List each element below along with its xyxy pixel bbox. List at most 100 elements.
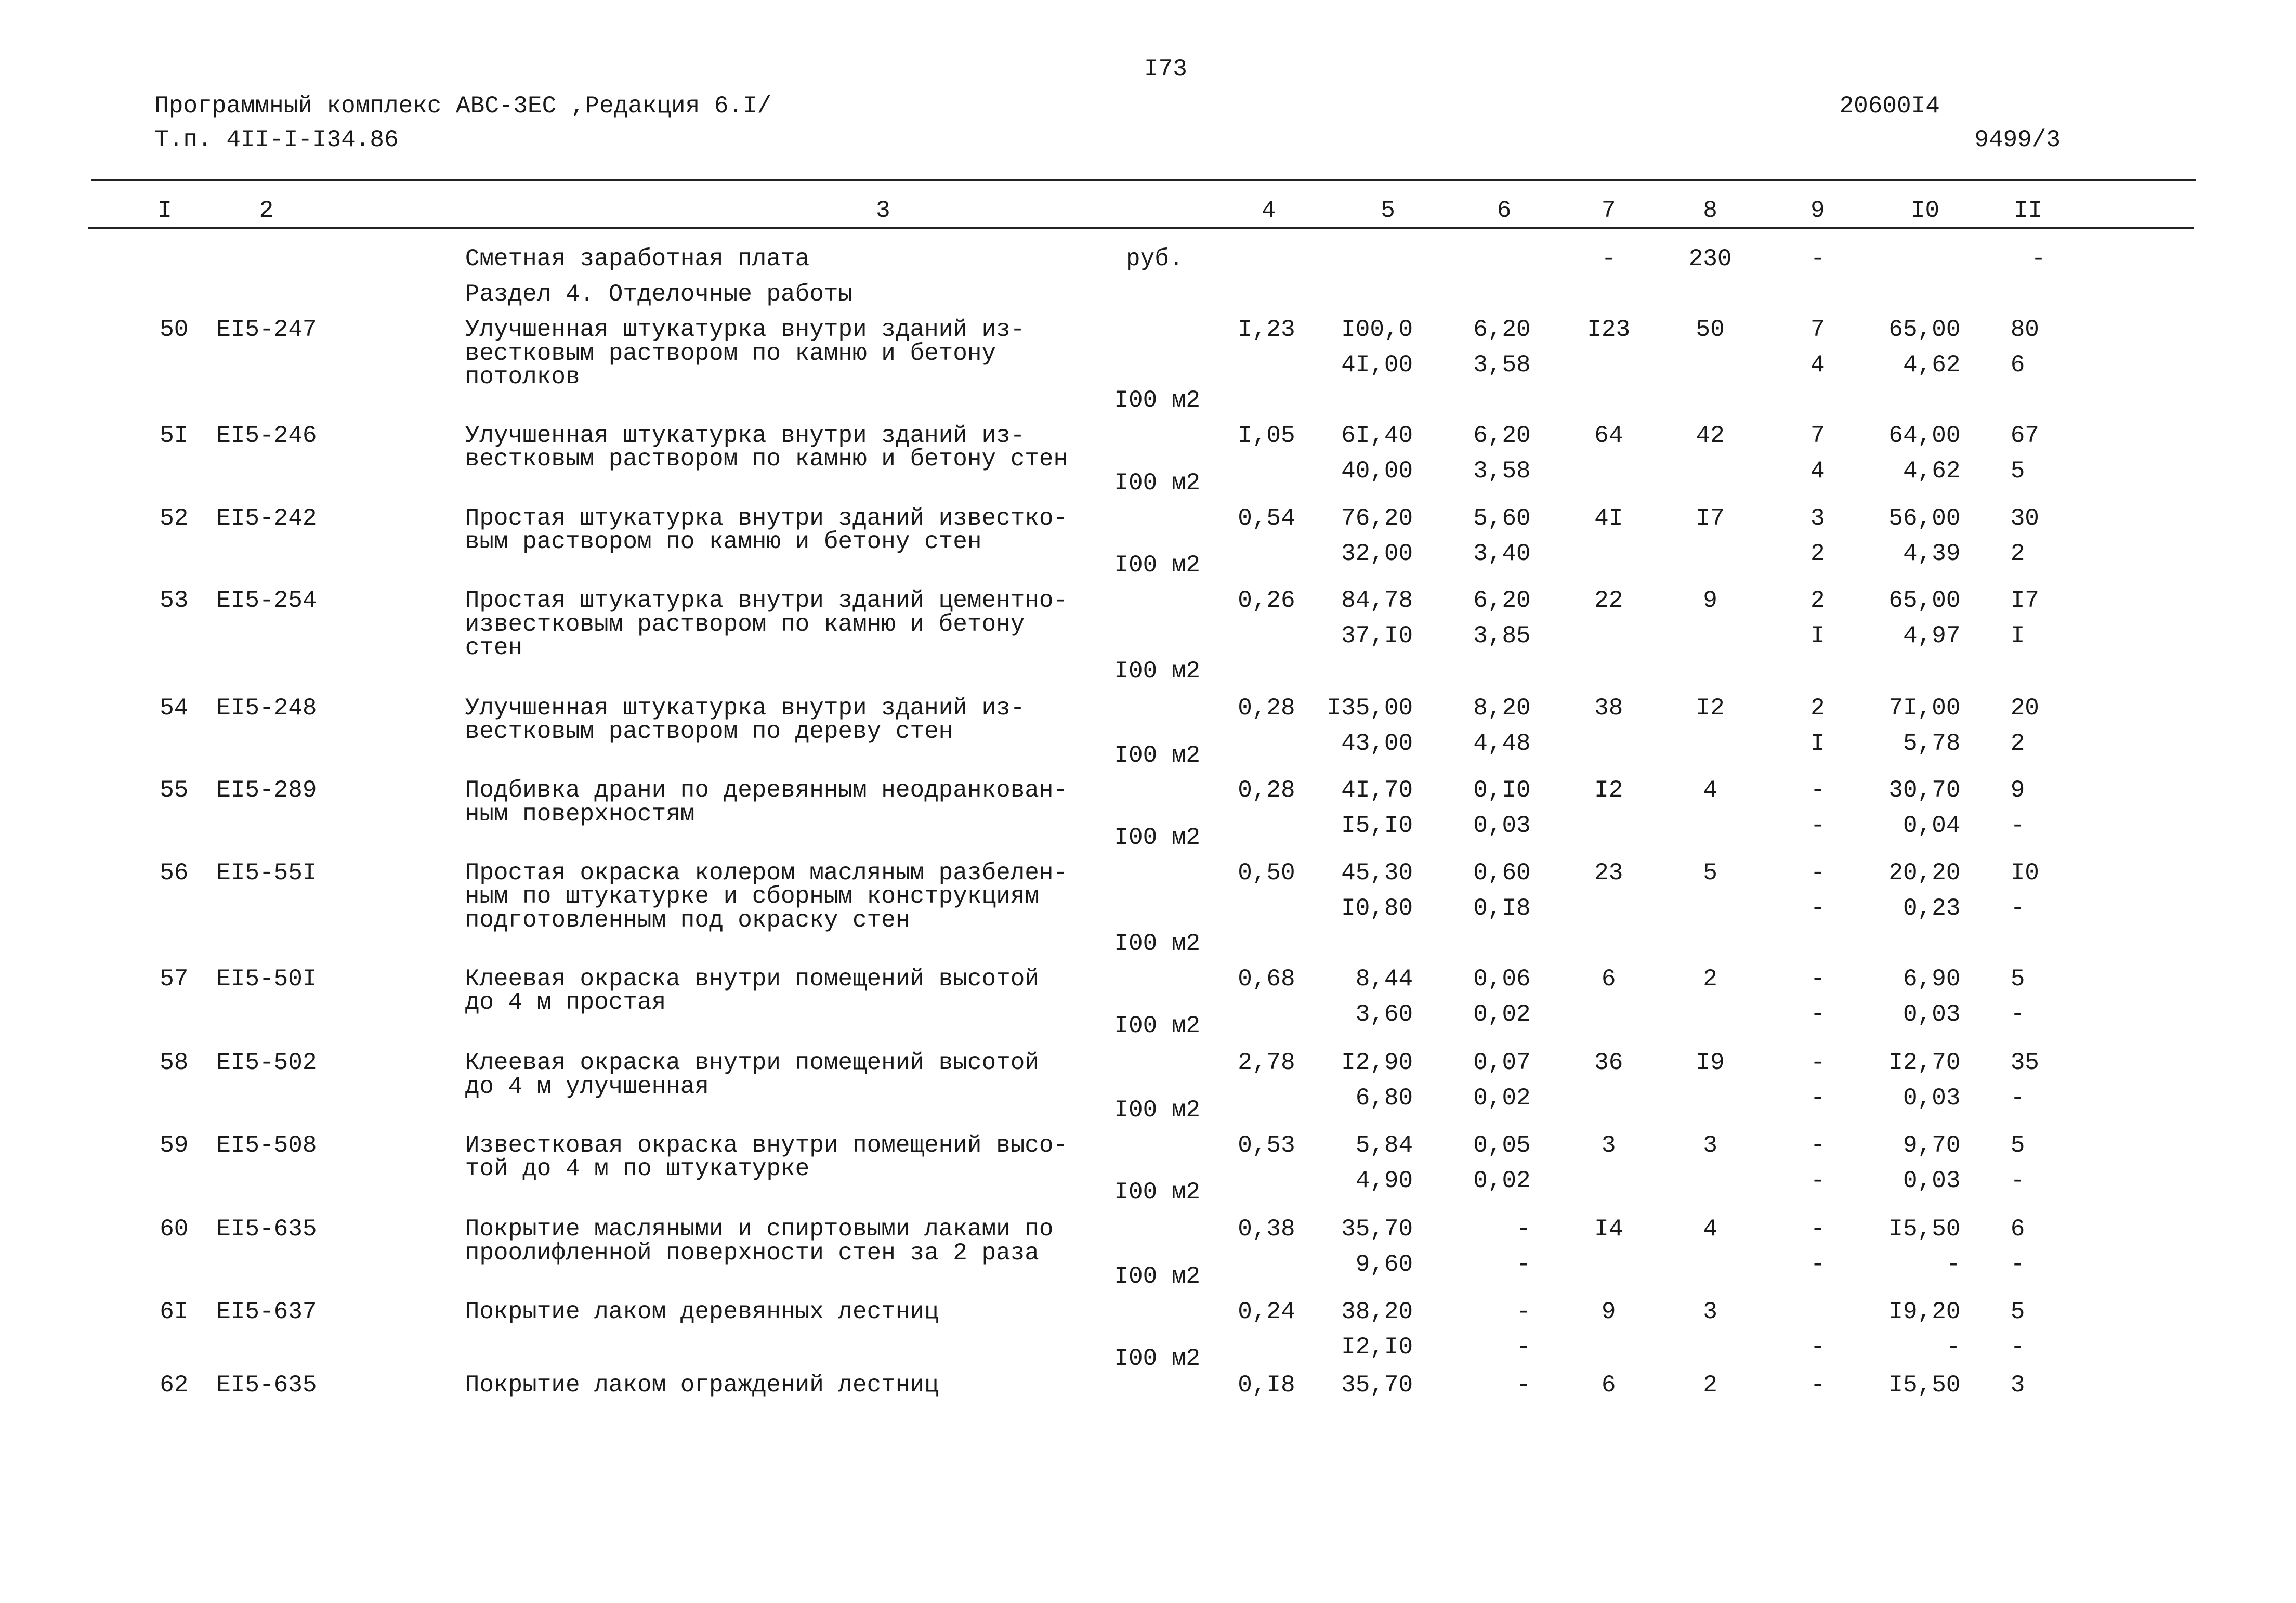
cell: 42 — [1696, 422, 1725, 450]
cell: 50 — [1696, 316, 1725, 344]
column-header: 6 — [1497, 197, 1512, 224]
description: Покрытие масляными и спиртовыми лаками п… — [465, 1216, 1054, 1243]
cell: - — [1516, 1216, 1531, 1243]
cell: 32,00 — [1341, 540, 1413, 567]
cell: 6,90 — [1903, 965, 1961, 993]
column-header: II — [2014, 197, 2043, 224]
row-number: 5I — [160, 422, 189, 450]
cell: 5,84 — [1355, 1131, 1413, 1159]
cell: I35,00 — [1327, 694, 1413, 722]
cell: I5,50 — [1888, 1372, 1961, 1399]
unit: I00 м2 — [1114, 824, 1201, 852]
cell: I2,70 — [1888, 1049, 1961, 1077]
row-code: EI5-50I — [216, 965, 317, 993]
cell: 0,03 — [1473, 812, 1531, 840]
row-number: 60 — [160, 1216, 189, 1243]
description: Простая окраска колером масляным разбеле… — [465, 859, 1068, 887]
cell: - — [2010, 1000, 2025, 1028]
description: вестковым раствором по камню и бетону ст… — [465, 446, 1068, 473]
cell: I9 — [1696, 1049, 1725, 1077]
description: до 4 м простая — [465, 989, 666, 1016]
cell: - — [1516, 1372, 1531, 1399]
cell: I5,I0 — [1341, 812, 1413, 840]
cell: I — [1810, 622, 1825, 650]
cell: 9 — [1601, 1298, 1616, 1325]
cell: 4 — [1703, 1216, 1717, 1243]
cell: 64 — [1594, 422, 1623, 450]
column-header: I — [158, 197, 172, 224]
cell: 4,39 — [1903, 540, 1961, 567]
cell: 84,78 — [1341, 587, 1413, 615]
cell: 0,03 — [1903, 1167, 1961, 1194]
cell: 36 — [1594, 1049, 1623, 1077]
row-code: EI5-248 — [216, 694, 317, 722]
description: подготовленным под окраску стен — [465, 906, 910, 934]
cell: 0,03 — [1903, 1000, 1961, 1028]
cell: 35 — [2010, 1049, 2039, 1077]
column-header: I0 — [1910, 197, 1940, 224]
unit: I00 м2 — [1114, 1096, 1201, 1124]
cell: 45,30 — [1341, 859, 1413, 887]
cell: - — [1810, 859, 1825, 887]
cell: - — [2010, 1333, 2025, 1361]
wage-label: Сметная заработная плата — [465, 245, 810, 273]
cell: 2 — [2010, 540, 2025, 567]
cell: 43,00 — [1341, 729, 1413, 757]
cell: 30,70 — [1888, 777, 1961, 804]
cell: 0,53 — [1238, 1131, 1295, 1159]
cell: 22 — [1594, 587, 1623, 615]
cell: 6,20 — [1473, 422, 1531, 450]
cell: - — [1810, 1167, 1825, 1194]
description: той до 4 м по штукатурке — [465, 1155, 810, 1183]
document-code: 20600I4 — [1839, 92, 1940, 120]
description: Покрытие лаком деревянных лестниц — [465, 1298, 939, 1325]
cell: 0,04 — [1903, 812, 1961, 840]
cell: I0 — [2010, 859, 2039, 887]
cell: 65,00 — [1888, 316, 1961, 344]
cell: I9,20 — [1888, 1298, 1961, 1325]
cell: 3,40 — [1473, 540, 1531, 567]
cell: 0,28 — [1238, 694, 1295, 722]
cell: - — [2010, 1085, 2025, 1112]
cell: 4,97 — [1903, 622, 1961, 650]
cell: 0,06 — [1473, 965, 1531, 993]
cell: - — [1810, 1000, 1825, 1028]
description: Улучшенная штукатурка внутри зданий из- — [465, 694, 1025, 722]
cell: 38 — [1594, 694, 1623, 722]
description: Улучшенная штукатурка внутри зданий из- — [465, 422, 1025, 450]
column-header: 4 — [1261, 197, 1276, 224]
project-name: Т.п. 4II-I-I34.86 — [154, 126, 399, 153]
description: потолков — [465, 363, 580, 390]
row-code: EI5-242 — [216, 504, 317, 532]
unit: I00 м2 — [1114, 1012, 1201, 1040]
description: вестковым раствором по камню и бетону — [465, 340, 996, 367]
cell: 3,58 — [1473, 458, 1531, 485]
cell: I — [2010, 622, 2025, 650]
cell: 6I,40 — [1341, 422, 1413, 450]
cell: 5 — [2010, 1298, 2025, 1325]
cell: 0,28 — [1238, 777, 1295, 804]
cell: 5,78 — [1903, 729, 1961, 757]
cell: 9 — [2010, 777, 2025, 804]
description: вым раствором по камню и бетону стен — [465, 528, 982, 555]
description: Покрытие лаком ограждений лестниц — [465, 1372, 939, 1399]
row-code: EI5-55I — [216, 859, 317, 887]
cell: - — [1810, 245, 1825, 273]
cell: I0,80 — [1341, 894, 1413, 922]
cell: 6 — [2010, 351, 2025, 379]
cell: 5,60 — [1473, 504, 1531, 532]
cell: 5 — [1703, 859, 1717, 887]
cell: 76,20 — [1341, 504, 1413, 532]
unit: I00 м2 — [1114, 1179, 1201, 1206]
cell: 0,38 — [1238, 1216, 1295, 1243]
description: Простая штукатурка внутри зданий цементн… — [465, 587, 1068, 615]
description: Простая штукатурка внутри зданий известк… — [465, 504, 1068, 532]
description: вестковым раствором по дереву стен — [465, 718, 953, 746]
cell: 4 — [1703, 777, 1717, 804]
cell: 4 — [1810, 351, 1825, 379]
cell: 56,00 — [1888, 504, 1961, 532]
column-header: 8 — [1703, 197, 1717, 224]
description: Известковая окраска внутри помещений выс… — [465, 1131, 1068, 1159]
cell: 3 — [1601, 1131, 1616, 1159]
